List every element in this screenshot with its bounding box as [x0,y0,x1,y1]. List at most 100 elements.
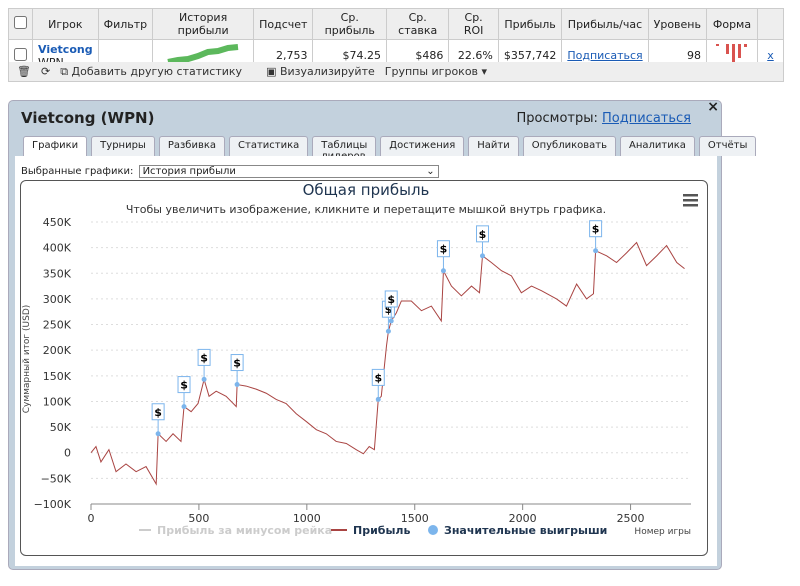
tab-bar: Графики Турниры Разбивка Статистика Таблицы … [23,136,757,162]
col-header[interactable]: Прибыль/час [561,8,649,40]
remove-link[interactable]: x [767,49,774,62]
big-win-marker [480,253,486,259]
flag-box [476,225,490,243]
big-win-marker [155,431,161,437]
visualize[interactable]: ▣ Визуализируйте [266,65,375,78]
groups[interactable]: Группы игроков ▾ [384,65,488,78]
col-header[interactable]: Уровень [647,8,707,40]
col-header[interactable]: Подсчет [253,8,314,40]
y-tick-label: 150K [43,370,72,383]
close-button[interactable]: × [707,99,719,115]
big-win-marker [201,376,207,382]
panel-title: Vietcong (WPN) [21,109,155,127]
y-axis-label: Суммарный итог (USD) [22,305,32,414]
chart: Общая прибыль Чтобы увеличить изображени… [22,181,698,537]
flag-box [436,240,450,258]
y-tick-label: 200K [43,344,72,357]
y-tick-label: 350K [43,267,72,280]
big-win-marker [385,328,391,334]
big-win-marker [375,396,381,402]
refresh-icon[interactable]: ⟳ [40,65,51,78]
selector-value: История прибыли [142,166,236,177]
flag-label: $ [387,293,395,306]
y-tick-label: −50K [41,472,72,485]
flag-label: $ [374,371,382,384]
tab[interactable]: Разбивка [158,136,226,156]
x-axis-label: Номер игры [634,527,691,537]
tab[interactable]: Статистика [229,136,309,156]
tab[interactable]: Турниры [91,136,155,156]
groups-text: Группы игроков [384,65,479,78]
menu-icon[interactable] [683,194,698,207]
tab[interactable]: Отчёты [698,136,757,156]
legend-label: Прибыль [353,524,410,537]
chart-title: Общая прибыль [303,181,430,199]
flag-label: $ [154,406,162,419]
views: Просмотры: Подписаться [517,111,691,126]
x-tick-label: 2000 [509,512,537,525]
profit-line [90,241,685,486]
col-header[interactable]: История прибыли [152,8,255,40]
selector-dropdown[interactable]: История прибыли ⌄ [138,165,439,178]
col-header[interactable]: Прибыль [497,8,563,40]
add-stat[interactable]: ⧉ Добавить другую статистику [60,64,243,78]
player-link[interactable]: Vietcong [38,42,93,56]
flag-box [197,348,211,366]
col-header[interactable]: Ср. прибыль [312,8,388,40]
tab[interactable]: Аналитика [620,136,695,156]
legend-label[interactable]: Прибыль за минусом рейка [157,524,332,537]
big-win-flag: $ [476,225,490,259]
flag-box [177,376,191,394]
flag-label: $ [200,351,208,364]
player: VietcongWPN [32,39,99,72]
big-win-flag: $ [589,220,603,254]
y-tick-label: 50K [50,421,72,434]
flag-label: $ [385,303,393,316]
col-header[interactable]: Фильтр [97,8,154,40]
flag-label: $ [440,243,448,256]
col-header[interactable]: Ср. ROI [448,8,499,40]
tab[interactable]: Таблицы лидеров [312,136,377,162]
chart-box: Общая прибыль Чтобы увеличить изображени… [20,180,708,556]
big-win-flag: $ [230,354,244,388]
flag-label: $ [479,228,487,241]
flag-label: $ [592,223,600,236]
blank [757,8,784,40]
header-row: Игрок Фильтр История прибыли Подсчет Ср.… [8,8,784,40]
y-tick-label: 100K [43,395,72,408]
flag-box [151,403,165,421]
big-win-flag: $ [436,240,450,274]
select-all[interactable] [8,8,33,40]
add-stat-text: Добавить другую статистику [71,64,243,78]
big-win-marker [440,268,446,274]
selector-label: Выбранные графики: [21,166,134,177]
big-win-marker [181,404,187,410]
tab[interactable]: Найти [468,136,519,156]
flag-box [230,354,244,372]
flag-label: $ [233,357,241,370]
subscribe-link[interactable]: Подписаться [567,49,643,62]
legend-swatch [428,525,438,535]
col-header[interactable]: Форма [705,8,759,40]
selector: Выбранные графики: История прибыли ⌄ [21,165,439,178]
y-tick-label: 0 [64,447,71,460]
big-win-marker [388,318,394,324]
tab[interactable]: Графики [23,136,88,156]
big-win-marker [234,382,240,388]
chart-subtitle: Чтобы увеличить изображение, кликните и … [126,203,606,216]
legend-label: Значительные выигрыши [444,524,607,537]
flag-box [371,368,385,386]
x-tick-label: 0 [88,512,95,525]
big-win-flag: $ [197,348,211,382]
col-header[interactable]: Ср. ставка [386,8,450,40]
col-header[interactable]: Игрок [32,8,99,40]
big-win-marker [593,248,599,254]
views-link[interactable]: Подписаться [602,111,691,126]
tab[interactable]: Достижения [380,136,465,156]
x-tick-label: 1000 [293,512,321,525]
x-tick-label: 1500 [401,512,429,525]
trash-icon[interactable]: 🗑 [17,65,31,78]
big-win-flag: $ [151,403,165,437]
tab[interactable]: Опубликовать [522,136,617,156]
